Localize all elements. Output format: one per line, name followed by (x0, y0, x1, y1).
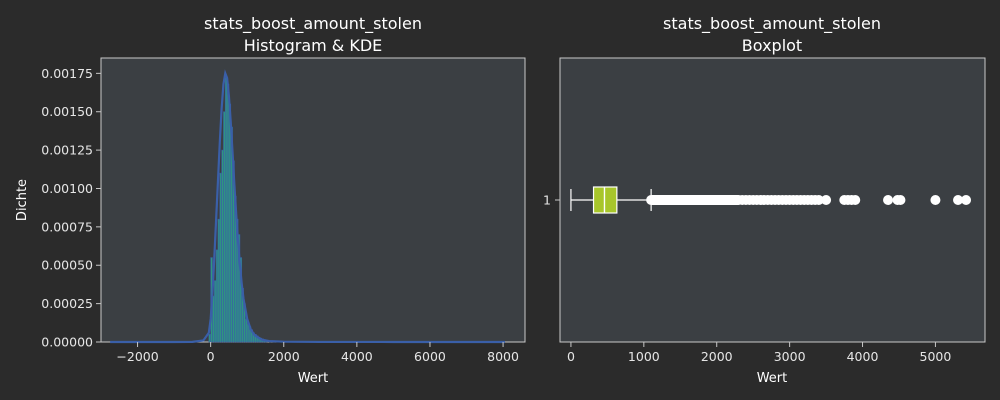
x-tick-label: 4000 (341, 349, 373, 364)
kde-line (110, 69, 505, 344)
boxplot-marks (570, 186, 652, 214)
chart-title-line2: Histogram & KDE (244, 36, 383, 55)
x-axis-label: Wert (298, 371, 329, 386)
x-axis-ticks: 0 1000 2000 3000 4000 5000 (567, 342, 951, 364)
y-axis-ticks: 1 (543, 193, 560, 208)
x-tick-label: 3000 (774, 349, 806, 364)
x-tick-label: 5000 (920, 349, 952, 364)
y-tick-label: 0.00000 (41, 335, 93, 350)
y-tick-label: 0.00100 (41, 181, 93, 196)
y-axis-ticks: 0.00000 0.00025 0.00050 0.00075 0.00100 0.001… (41, 66, 101, 350)
plot-area (100, 57, 526, 343)
x-axis-label: Wert (757, 371, 788, 386)
chart-title-line1: stats_boost_amount_stolen (204, 14, 422, 34)
box-iqr (592, 186, 618, 214)
outlier-point (883, 195, 894, 205)
outlier-cluster (646, 195, 744, 205)
x-axis-ticks: −2000 0 2000 4000 6000 8000 (116, 342, 519, 364)
x-tick-label: 2000 (268, 349, 300, 364)
outlier-point (953, 195, 964, 205)
outlier-points (646, 195, 972, 205)
y-tick-label: 0.00025 (41, 296, 93, 311)
outlier-point (813, 195, 824, 205)
y-tick-label: 0.00175 (41, 66, 93, 81)
chart-title-line2: Boxplot (742, 36, 802, 55)
outlier-point (850, 195, 861, 205)
y-tick-label: 0.00050 (41, 258, 93, 273)
x-tick-label: 0 (207, 349, 215, 364)
boxplot-chart: stats_boost_amount_stolen Boxplot 0 1000 2… (543, 14, 986, 386)
y-tick-label: 0.00125 (41, 143, 93, 158)
outlier-point (930, 195, 941, 205)
y-tick-label: 1 (543, 193, 551, 208)
chart-title-line1: stats_boost_amount_stolen (663, 14, 881, 34)
histogram-kde-chart: stats_boost_amount_stolen Histogram & KD… (15, 14, 526, 386)
x-tick-label: 1000 (628, 349, 660, 364)
y-tick-label: 0.00075 (41, 219, 93, 234)
outlier-point (895, 195, 906, 205)
y-tick-label: 0.00150 (41, 104, 93, 119)
x-tick-label: 4000 (847, 349, 879, 364)
x-tick-label: 0 (567, 349, 575, 364)
y-axis-label: Dichte (15, 179, 30, 221)
x-tick-label: 8000 (487, 349, 519, 364)
x-tick-label: 2000 (701, 349, 733, 364)
outlier-point (961, 195, 972, 205)
x-tick-label: 6000 (414, 349, 446, 364)
outlier-point (821, 195, 832, 205)
x-tick-label: −2000 (116, 349, 158, 364)
